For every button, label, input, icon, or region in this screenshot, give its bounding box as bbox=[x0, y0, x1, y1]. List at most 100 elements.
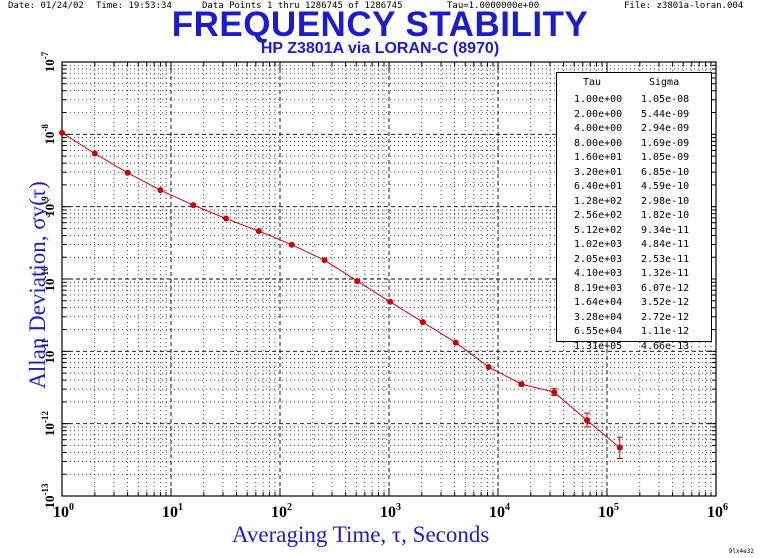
x-axis-label: Averaging Time, τ, Seconds bbox=[232, 522, 490, 547]
legend-tau-value: 2.56e+02 bbox=[574, 210, 623, 221]
series-line bbox=[61, 132, 621, 449]
legend-row: 1.00e+00 1.05e-08 bbox=[557, 93, 711, 108]
chart-title: FREQUENCY STABILITY bbox=[171, 5, 589, 44]
data-point bbox=[551, 389, 558, 396]
y-tick-label-group: 10-12 bbox=[40, 411, 57, 436]
legend-header-tau: Tau bbox=[583, 77, 602, 88]
legend-tau-value: 1.64e+04 bbox=[574, 297, 623, 308]
legend-sigma-value: 2.98e-10 bbox=[641, 195, 690, 207]
legend-tau-value: 3.28e+04 bbox=[574, 311, 623, 323]
legend-row: 2.56e+02 1.82e-10 bbox=[557, 209, 711, 224]
data-point bbox=[419, 319, 426, 326]
legend-sigma-value: 2.53e-11 bbox=[641, 253, 690, 265]
x-tick-label: 101 bbox=[162, 502, 183, 521]
legend-row: 1.02e+03 4.84e-11 bbox=[557, 238, 711, 253]
data-point bbox=[583, 417, 590, 424]
tick-marks bbox=[61, 62, 716, 497]
legend-sigma-value: 2.94e-09 bbox=[641, 123, 690, 134]
data-point bbox=[485, 364, 492, 371]
legend-row: 8.19e+03 6.07e-12 bbox=[557, 282, 711, 297]
x-tick-label: 105 bbox=[598, 502, 619, 521]
y-tick-label-group: 10-9 bbox=[40, 196, 57, 217]
x-tick-label: 102 bbox=[271, 502, 292, 521]
legend-tau-value: 1.60e+01 bbox=[574, 152, 623, 163]
header-file: File: z3801a-loran.004 bbox=[624, 1, 744, 11]
legend-tau-value: 8.00e+00 bbox=[574, 137, 623, 149]
data-point bbox=[321, 257, 328, 264]
header-time: Time: 19:53:34 bbox=[96, 1, 172, 11]
legend-tau-value: 6.55e+04 bbox=[574, 326, 623, 337]
y-axis-label: Allan Deviation, σy(τ) bbox=[25, 181, 50, 389]
y-tick-label-group: 10-10 bbox=[40, 266, 57, 291]
legend-row: 1.60e+01 1.05e-09 bbox=[557, 151, 711, 166]
legend-row: 3.28e+04 2.72e-12 bbox=[557, 311, 711, 326]
y-tick-label: 10-7 bbox=[40, 51, 57, 72]
y-tick-label-group: 10-11 bbox=[40, 339, 57, 364]
y-tick-label: 10-8 bbox=[40, 124, 57, 145]
legend-sigma-value: 4.84e-11 bbox=[641, 239, 690, 250]
legend-row: 2.00e+00 5.44e-09 bbox=[557, 108, 711, 123]
legend-sigma-value: 1.82e-10 bbox=[641, 210, 690, 221]
legend-row: 8.00e+00 1.69e-09 bbox=[557, 137, 711, 152]
legend-row: 1.28e+02 2.98e-10 bbox=[557, 195, 711, 210]
data-table-legend: Tau Sigma 1.00e+00 1.05e-08 2.00e+00 5.44e-… bbox=[556, 72, 712, 352]
x-tick-label: 100 bbox=[53, 502, 74, 521]
legend-tau-value: 1.31e+05 bbox=[574, 340, 623, 352]
legend-row: 5.12e+02 9.34e-11 bbox=[557, 224, 711, 239]
legend-tau-value: 2.05e+03 bbox=[574, 253, 623, 265]
legend-tau-value: 2.00e+00 bbox=[574, 108, 623, 120]
legend-sigma-value: 1.05e-08 bbox=[641, 94, 690, 105]
y-tick-label-group: 10-8 bbox=[40, 124, 57, 145]
data-point bbox=[59, 129, 65, 136]
data-point bbox=[190, 202, 197, 209]
data-point bbox=[91, 150, 98, 157]
legend-row: 4.00e+00 2.94e-09 bbox=[557, 122, 711, 137]
data-point bbox=[452, 339, 459, 346]
y-tick-label: 10-12 bbox=[40, 411, 57, 436]
data-point bbox=[124, 169, 131, 176]
legend-tau-value: 6.40e+01 bbox=[574, 181, 623, 192]
legend-tau-value: 1.28e+02 bbox=[574, 195, 623, 207]
legend-row: 6.40e+01 4.59e-10 bbox=[557, 180, 711, 195]
legend-row: 2.05e+03 2.53e-11 bbox=[557, 253, 711, 268]
header-tau: Tau=1.0000000e+00 bbox=[447, 1, 540, 11]
legend-sigma-value: 1.05e-09 bbox=[641, 152, 690, 163]
legend-header-sigma: Sigma bbox=[649, 77, 680, 88]
header-points: Data Points 1 thru 1286745 of 1286745 bbox=[202, 1, 403, 11]
legend-rows: 1.00e+00 1.05e-08 2.00e+00 5.44e-09 4.00e+00… bbox=[557, 93, 711, 354]
legend-sigma-value: 6.07e-12 bbox=[641, 282, 690, 294]
legend-sigma-value: 2.72e-12 bbox=[641, 311, 690, 323]
legend-tau-value: 5.12e+02 bbox=[574, 224, 623, 236]
data-point bbox=[518, 381, 525, 388]
legend-row: 6.55e+04 1.11e-12 bbox=[557, 325, 711, 340]
legend-sigma-value: 1.32e-11 bbox=[641, 268, 690, 279]
plot-frame bbox=[61, 61, 717, 497]
data-point bbox=[387, 298, 394, 305]
header-date: Date: 01/24/02 bbox=[8, 1, 84, 11]
legend-tau-value: 1.02e+03 bbox=[574, 239, 623, 250]
legend-row: 4.10e+03 1.32e-11 bbox=[557, 267, 711, 282]
y-tick-label: 10-9 bbox=[40, 196, 57, 217]
legend-sigma-value: 3.52e-12 bbox=[641, 297, 690, 308]
legend-sigma-value: 1.69e-09 bbox=[641, 137, 690, 149]
data-point bbox=[223, 215, 230, 222]
legend-sigma-value: 6.85e-10 bbox=[641, 166, 690, 178]
x-tick-label: 106 bbox=[707, 502, 728, 521]
legend-tau-value: 4.10e+03 bbox=[574, 268, 623, 279]
data-point bbox=[255, 228, 262, 235]
legend-row: 1.31e+05 4.66e-13 bbox=[557, 340, 711, 355]
legend-tau-value: 1.00e+00 bbox=[574, 94, 623, 105]
legend-row: 3.20e+01 6.85e-10 bbox=[557, 166, 711, 181]
legend-sigma-value: 4.66e-13 bbox=[641, 340, 690, 352]
y-tick-label: 10-10 bbox=[40, 266, 57, 291]
data-point bbox=[157, 187, 164, 194]
corner-code: 9lx4e32 bbox=[728, 548, 754, 555]
x-tick-label: 104 bbox=[489, 502, 510, 521]
y-tick-label-group: 10-7 bbox=[40, 51, 57, 72]
legend-tau-value: 3.20e+01 bbox=[574, 166, 623, 178]
chart-subtitle: HP Z3801A via LORAN-C (8970) bbox=[260, 40, 500, 57]
legend-row: 1.64e+04 3.52e-12 bbox=[557, 296, 711, 311]
y-tick-label: 10-11 bbox=[40, 339, 57, 364]
legend-tau-value: 8.19e+03 bbox=[574, 282, 623, 294]
